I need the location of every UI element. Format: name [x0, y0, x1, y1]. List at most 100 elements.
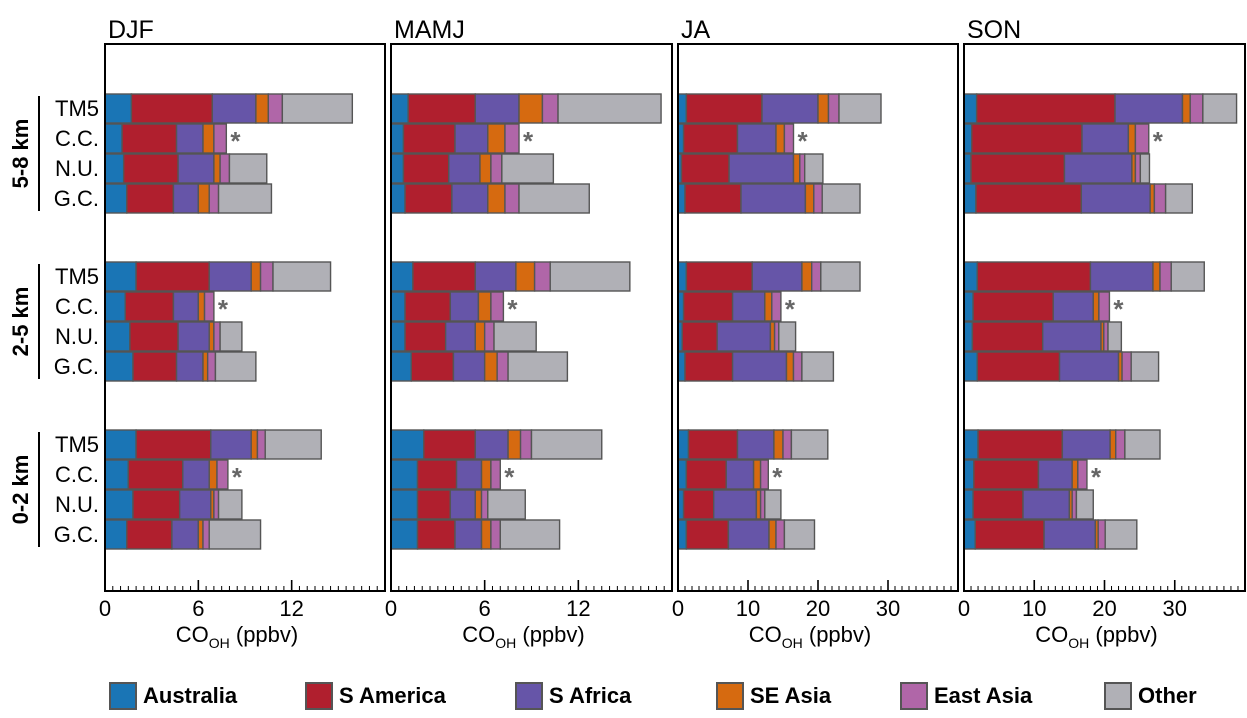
- model-label: TM5: [55, 432, 99, 457]
- significance-star: *: [230, 126, 241, 156]
- bar-segment: [1092, 291, 1100, 322]
- significance-star: *: [1153, 126, 1164, 156]
- bar-segment: [104, 123, 123, 154]
- x-axis-label: COOH (ppbv): [176, 622, 298, 651]
- bar-segment: [963, 153, 972, 184]
- bar-segment: [963, 459, 975, 490]
- bar-segment: [104, 153, 125, 184]
- bar-segment: [129, 321, 179, 352]
- legend-label: S America: [339, 683, 446, 708]
- bar-segment: [171, 519, 200, 550]
- x-tick-label: 12: [566, 596, 590, 621]
- bar-segment: [677, 93, 688, 124]
- bar-segment: [792, 153, 801, 184]
- significance-star: *: [523, 126, 534, 156]
- bar-segment: [208, 459, 218, 490]
- bar-segment: [451, 183, 489, 214]
- bar-segment: [1071, 459, 1079, 490]
- bar-segment: [390, 291, 406, 322]
- bar-segment: [1081, 123, 1130, 154]
- bar-segment: [256, 429, 266, 460]
- bar-segment: [685, 519, 730, 550]
- bar-segment: [132, 351, 178, 382]
- bar-segment: [1077, 459, 1088, 490]
- bar-segment: [963, 429, 979, 460]
- bar-segment: [452, 351, 486, 382]
- bar-segment: [507, 429, 522, 460]
- model-label: G.C.: [54, 186, 99, 211]
- bar-segment: [390, 261, 414, 292]
- bar-segment: [677, 351, 686, 382]
- bar-segment: [507, 351, 569, 382]
- bar-segment: [219, 321, 243, 352]
- bar-segment: [213, 153, 221, 184]
- bar-segment: [213, 123, 228, 154]
- significance-star: *: [798, 126, 809, 156]
- bar-segment: [677, 183, 686, 214]
- bar-segment: [121, 123, 178, 154]
- bar-segment: [172, 183, 200, 214]
- row-labels: TM5 C.C. N.U. G.C. 5-8 km TM5 C.C. N.U. G.C. 2-5 …: [8, 96, 99, 547]
- bar-segment: [172, 291, 200, 322]
- bar-segment: [1104, 519, 1138, 550]
- bar-segment: [963, 261, 979, 292]
- legend-swatch: [515, 682, 543, 710]
- bar-segment: [976, 351, 1061, 382]
- bar-segment: [728, 153, 795, 184]
- bar-segment: [1089, 261, 1154, 292]
- bar-segment: [202, 351, 209, 382]
- bar-segment: [731, 291, 766, 322]
- bar-segment: [533, 261, 551, 292]
- bar-segment: [768, 519, 777, 550]
- bar-segment: [1080, 183, 1151, 214]
- bar-segment: [206, 351, 217, 382]
- bar-segment: [135, 429, 212, 460]
- bar-segment: [687, 429, 739, 460]
- layer-label: 0-2 km: [8, 455, 33, 525]
- bar-segment: [390, 183, 406, 214]
- bar-segment: [713, 489, 758, 520]
- bar-segment: [736, 123, 777, 154]
- layer-label: 5-8 km: [8, 119, 33, 189]
- bar-segment: [208, 519, 262, 550]
- bar-segment: [682, 489, 715, 520]
- bar-segment: [820, 261, 861, 292]
- x-tick-label: 0: [385, 596, 397, 621]
- x-tick-label: 30: [876, 596, 900, 621]
- bar-segment: [1152, 261, 1161, 292]
- bar-segment: [725, 459, 755, 490]
- legend-label: East Asia: [934, 683, 1033, 708]
- bar-segment: [801, 351, 835, 382]
- bar-segment: [214, 351, 257, 382]
- bar-segment: [751, 261, 803, 292]
- bar-segment: [483, 351, 498, 382]
- bar-segment: [1202, 93, 1238, 124]
- panel-title: MAMJ: [394, 16, 465, 44]
- bar-segment: [681, 321, 718, 352]
- bar-segment: [480, 489, 489, 520]
- bar-segment: [963, 351, 979, 382]
- significance-star: *: [218, 294, 229, 324]
- bar-segment: [775, 123, 786, 154]
- bar-segment: [208, 183, 220, 214]
- bar-segment: [727, 519, 770, 550]
- bar-segment: [1159, 261, 1172, 292]
- bar-segment: [775, 519, 786, 550]
- bar-segment: [977, 429, 1064, 460]
- bar-segment: [104, 459, 130, 490]
- bar-segment: [264, 429, 322, 460]
- bar-segment: [480, 459, 492, 490]
- bar-segment: [975, 183, 1083, 214]
- bar-segment: [785, 351, 795, 382]
- bar-segment: [217, 489, 243, 520]
- bar-segment: [677, 261, 688, 292]
- bar-segment: [132, 489, 181, 520]
- bar-segment: [182, 459, 210, 490]
- bar-segment: [104, 183, 128, 214]
- bar-segment: [496, 351, 509, 382]
- bar-segment: [104, 321, 131, 352]
- bar-segment: [1107, 321, 1123, 352]
- x-axis-label-subscript: OH: [782, 635, 803, 651]
- bar-segment: [736, 429, 775, 460]
